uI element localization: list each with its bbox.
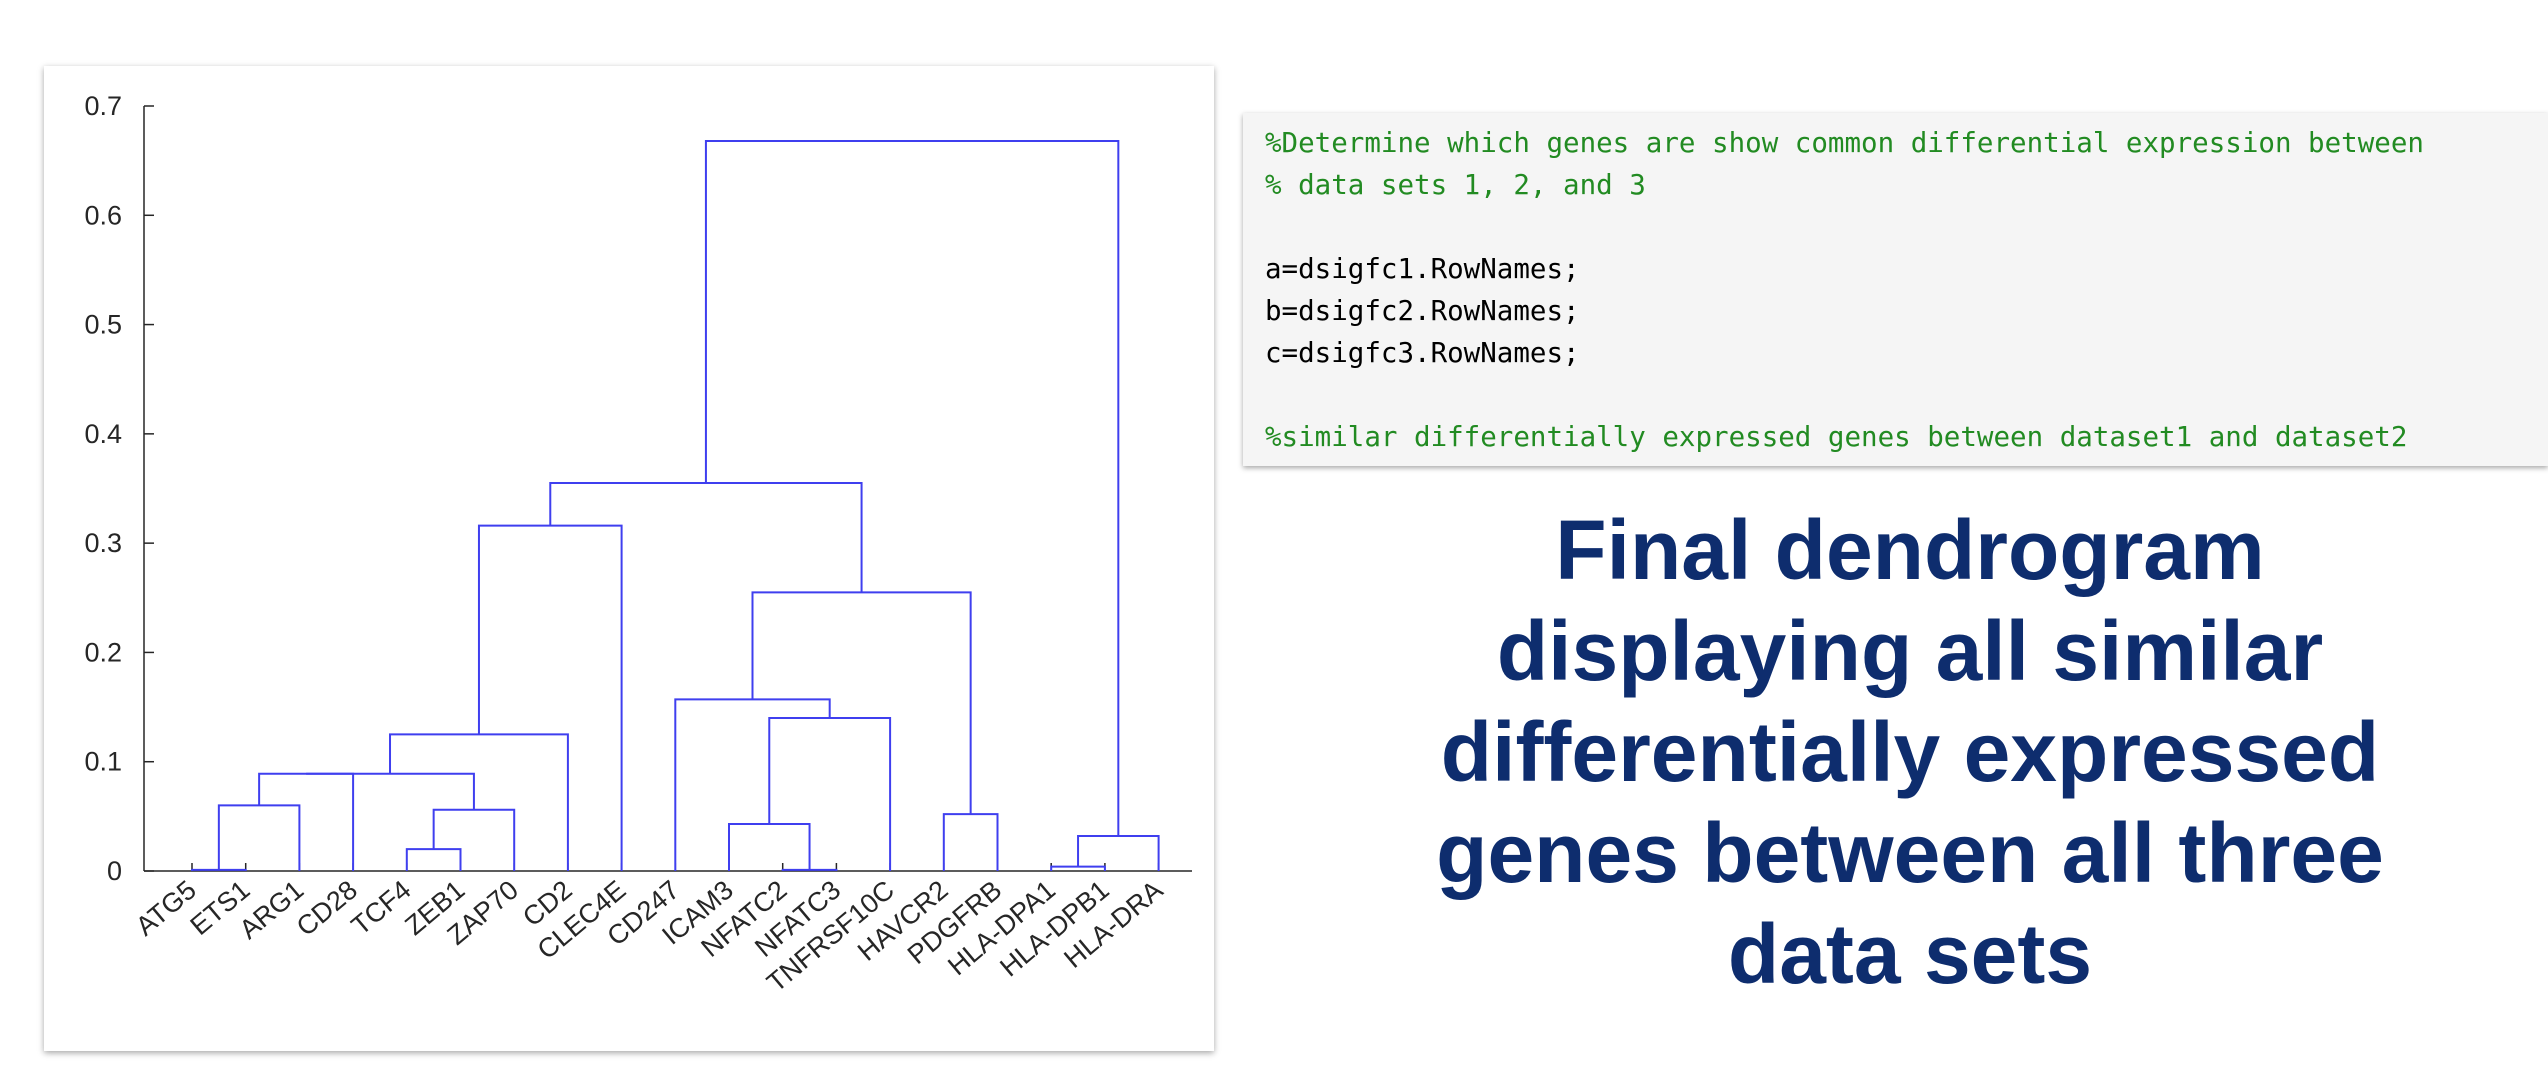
code-line: b=dsigfc2.RowNames; <box>1265 295 1580 327</box>
y-tick-label: 0.7 <box>84 91 122 121</box>
dendrogram-link <box>781 868 838 871</box>
y-tick-label: 0.1 <box>84 747 122 777</box>
dendrogram-link <box>704 139 1120 837</box>
dendrogram-link <box>1077 835 1160 871</box>
dendrogram-link <box>477 524 623 871</box>
leaf-labels: ATG5ETS1ARG1CD28TCF4ZEB1ZAP70CD2CLEC4ECD… <box>130 875 1168 998</box>
heading-line: data sets <box>1727 907 2093 1001</box>
heading-line: Final dendrogram <box>1555 503 2265 597</box>
dendrogram-link <box>942 813 999 871</box>
dendrogram-link <box>728 823 811 871</box>
heading-line: genes between all three <box>1436 806 2384 900</box>
leaf-label: TCF4 <box>346 875 417 941</box>
code-line: c=dsigfc3.RowNames; <box>1265 337 1580 369</box>
y-tick-label: 0 <box>107 856 122 886</box>
heading-line: differentially expressed <box>1440 705 2380 799</box>
axes: 0 0.1 0.2 0.3 0.4 0.5 0.6 0.7 <box>84 91 1192 886</box>
dendrogram-link <box>768 717 892 871</box>
leaf-label: ATG5 <box>130 875 202 942</box>
code-snippet: %Determine which genes are show common d… <box>1243 113 2548 466</box>
code-comment-line: % data sets 1, 2, and 3 <box>1265 169 1646 201</box>
dendrogram-link <box>306 772 475 810</box>
dendrogram-panel: 0 0.1 0.2 0.3 0.4 0.5 0.6 0.7 ATG5 ETS1 ARG1 CD28 T… <box>44 66 1214 1051</box>
dendrogram-link <box>674 698 831 871</box>
dendrogram-link <box>405 848 462 871</box>
heading-line: displaying all similar <box>1496 604 2324 698</box>
dendrogram-link <box>751 591 972 815</box>
slide-heading: Final dendrogram displaying all similar di… <box>1300 500 2520 1005</box>
dendrogram-link <box>549 482 863 593</box>
dendrogram-link <box>389 733 569 871</box>
dendrogram-links <box>191 139 1160 871</box>
y-tick-label: 0.6 <box>84 200 122 230</box>
dendrogram-link <box>217 804 301 871</box>
y-tick-label: 0.2 <box>84 637 122 667</box>
y-tick-label: 0.4 <box>84 419 122 449</box>
code-comment-line: %Determine which genes are show common d… <box>1265 127 2424 159</box>
dendrogram-link <box>432 808 516 871</box>
dendrogram-chart: 0 0.1 0.2 0.3 0.4 0.5 0.6 0.7 ATG5ETS1ARG1CD28T… <box>84 91 1192 998</box>
code-comment-line: %similar differentially expressed genes … <box>1265 421 2408 453</box>
dendrogram-link <box>1050 865 1106 871</box>
dendrogram-link <box>191 868 247 871</box>
y-tick-label: 0.3 <box>84 528 122 558</box>
dendrogram-link <box>258 772 355 871</box>
code-line: a=dsigfc1.RowNames; <box>1265 253 1580 285</box>
leaf-label: CD28 <box>291 875 363 942</box>
y-tick-label: 0.5 <box>84 310 122 340</box>
